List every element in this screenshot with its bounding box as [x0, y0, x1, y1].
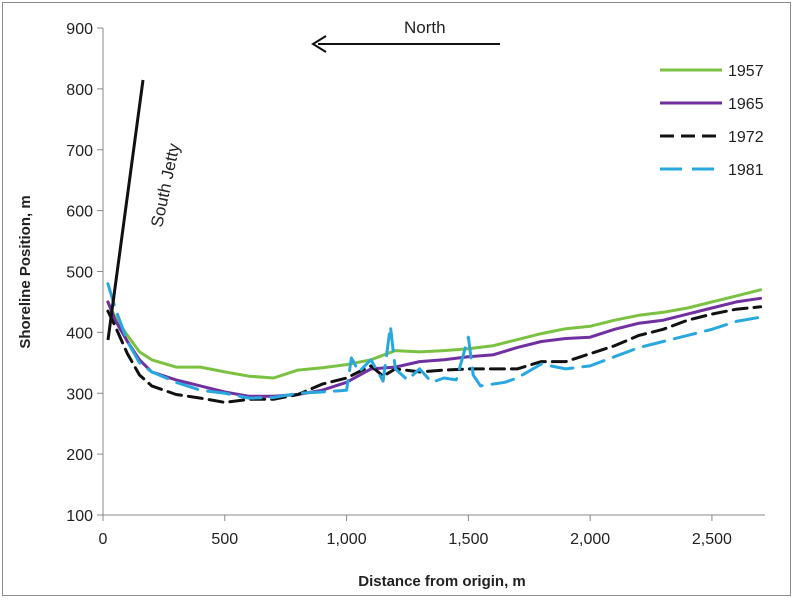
y-tick-label: 800 — [66, 82, 93, 99]
x-tick-label: 500 — [211, 531, 238, 548]
y-tick-label: 900 — [66, 21, 93, 38]
north-label: North — [404, 18, 446, 37]
x-tick-label: 2,500 — [692, 531, 732, 548]
legend-label-1957: 1957 — [728, 63, 764, 80]
legend-label-1981: 1981 — [728, 162, 764, 179]
axes: 100 200 300 400 500 600 700 800 900 0 500 1,000 1,50… — [66, 21, 765, 548]
legend: 1957 1965 1972 1981 — [660, 63, 764, 179]
series-line-1972 — [106, 305, 763, 404]
x-tick-label: 1,000 — [327, 531, 367, 548]
y-tick-label: 700 — [66, 143, 93, 160]
x-axis-title: Distance from origin, m — [358, 573, 526, 590]
series-line-1957 — [106, 288, 763, 380]
north-arrow-head — [311, 35, 327, 53]
south-jetty-label: South Jetty — [147, 141, 183, 229]
series-layer — [106, 282, 763, 404]
x-tick-label: 0 — [99, 531, 108, 548]
x-tick-label: 1,500 — [448, 531, 488, 548]
y-tick-label: 100 — [66, 508, 93, 525]
y-tick-label: 300 — [66, 386, 93, 403]
y-tick-label: 400 — [66, 325, 93, 342]
annotations: North South Jetty — [106, 18, 500, 341]
south-jetty-line — [106, 79, 145, 341]
y-axis-title: Shoreline Position, m — [17, 195, 34, 348]
series-line-1981 — [106, 282, 763, 400]
legend-label-1972: 1972 — [728, 129, 764, 146]
legend-label-1965: 1965 — [728, 96, 764, 113]
y-tick-label: 600 — [66, 204, 93, 221]
x-tick-label: 2,000 — [570, 531, 610, 548]
y-tick-label: 200 — [66, 447, 93, 464]
series-line-1965 — [106, 296, 763, 398]
y-tick-label: 500 — [66, 265, 93, 282]
